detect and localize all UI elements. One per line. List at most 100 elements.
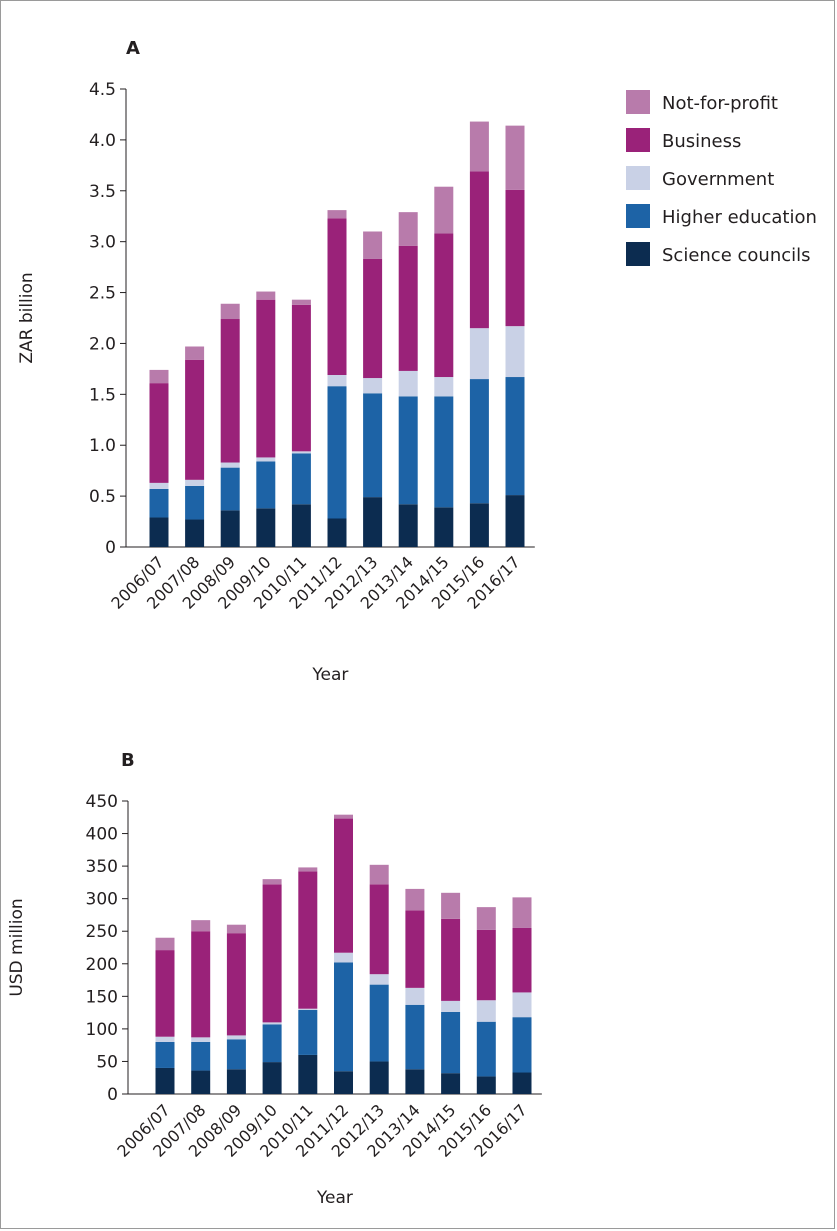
bar-segment-not-for-profit <box>434 186 454 234</box>
legend-swatch <box>626 128 650 152</box>
bar-segment-business <box>155 950 175 1037</box>
legend-swatch <box>626 242 650 266</box>
legend-label: Not-for-profit <box>662 93 778 114</box>
bar-segment-government <box>327 374 347 387</box>
x-axis-title: Year <box>311 665 348 685</box>
y-tick-label: 3.0 <box>89 233 116 253</box>
y-tick-label: 200 <box>86 955 118 975</box>
legend: Not-for-profit Business Government Higher e… <box>626 90 817 266</box>
bar-segment-science-councils <box>441 1073 461 1094</box>
bar-segment-higher-education <box>512 1017 532 1073</box>
bar-segment-science-councils <box>334 1071 353 1094</box>
bar-segment-government <box>476 1000 496 1022</box>
bar-segment-not-for-profit <box>155 937 175 951</box>
bar-segment-higher-education <box>505 377 525 496</box>
legend-label: Higher education <box>662 207 817 228</box>
bar-segment-not-for-profit <box>149 369 169 384</box>
y-tick-label: 250 <box>86 922 118 942</box>
bar-segment-government <box>291 451 311 454</box>
legend-label: Business <box>662 131 741 152</box>
bar-segment-science-councils <box>505 495 525 547</box>
bar-segment-higher-education <box>226 1039 246 1070</box>
bar-segment-business <box>327 218 347 375</box>
bar-segment-business <box>398 245 418 371</box>
bar-segment-government <box>262 1022 282 1025</box>
bar-segment-science-councils <box>369 1061 389 1094</box>
chart-panel-b: B0501001502002503003504004502006/072007/… <box>7 750 542 1208</box>
y-axis-title: ZAR billion <box>17 272 37 363</box>
bar-segment-science-councils <box>434 507 454 547</box>
y-tick-label: 350 <box>86 857 118 877</box>
bar-segment-business <box>441 918 461 1001</box>
bar-segment-higher-education <box>185 485 205 520</box>
x-axis-title: Year <box>316 1188 353 1208</box>
bar-segment-business <box>512 927 532 993</box>
bar-segment-science-councils <box>149 517 169 547</box>
bar-segment-science-councils <box>469 503 489 547</box>
bar-segment-not-for-profit <box>505 125 525 190</box>
bar-segment-science-councils <box>256 508 276 547</box>
bar-segment-government <box>505 326 525 378</box>
bar-segment-higher-education <box>363 393 383 498</box>
bar-segment-business <box>369 884 389 975</box>
bar-segment-business <box>256 299 276 458</box>
bar-segment-government <box>185 479 205 486</box>
bar-segment-business <box>334 818 353 953</box>
bar-segment-higher-education <box>369 984 389 1062</box>
bar-segment-business <box>185 359 205 480</box>
bar-segment-higher-education <box>155 1041 175 1068</box>
y-tick-label: 1.5 <box>89 385 116 405</box>
bar-segment-not-for-profit <box>220 303 240 320</box>
bar-segment-higher-education <box>398 396 418 505</box>
bar-segment-higher-education <box>469 379 489 504</box>
panel-label: A <box>126 38 140 59</box>
bar-segment-science-councils <box>298 1054 318 1094</box>
bar-segment-not-for-profit <box>291 299 311 305</box>
y-tick-label: 100 <box>86 1020 118 1040</box>
bar-segment-science-councils <box>476 1076 496 1094</box>
bar-segment-not-for-profit <box>226 924 246 934</box>
bar-segment-science-councils <box>226 1069 246 1094</box>
bar-segment-business <box>476 929 496 1001</box>
legend-swatch <box>626 90 650 114</box>
chart-panel-a: A00.51.01.52.02.53.03.54.04.52006/072007… <box>17 38 535 685</box>
bar-segment-not-for-profit <box>298 867 318 872</box>
bar-segment-not-for-profit <box>398 212 418 246</box>
bar-segment-business <box>505 189 525 327</box>
bar-segment-not-for-profit <box>476 907 496 930</box>
y-tick-label: 3.5 <box>89 182 116 202</box>
bar-segment-not-for-profit <box>369 864 389 885</box>
bar-segment-government <box>298 1008 318 1011</box>
bar-segment-higher-education <box>434 396 454 508</box>
bar-segment-not-for-profit <box>469 121 489 172</box>
bar-segment-higher-education <box>149 488 169 518</box>
bar-segment-higher-education <box>298 1010 318 1055</box>
bar-segment-science-councils <box>363 497 383 547</box>
bar-segment-higher-education <box>291 453 311 505</box>
y-tick-label: 0 <box>107 1085 118 1105</box>
bar-segment-not-for-profit <box>191 920 211 932</box>
y-tick-label: 2.0 <box>89 334 116 354</box>
y-tick-label: 0.5 <box>89 487 116 507</box>
y-tick-label: 1.0 <box>89 436 116 456</box>
bar-segment-not-for-profit <box>327 210 347 219</box>
bar-segment-not-for-profit <box>262 879 282 885</box>
bar-segment-government <box>434 377 454 397</box>
bar-segment-science-councils <box>155 1067 175 1094</box>
bar-segment-not-for-profit <box>256 291 276 300</box>
legend-label: Science councils <box>662 245 811 266</box>
bar-segment-government <box>363 378 383 394</box>
y-tick-label: 400 <box>86 825 118 845</box>
legend-label: Government <box>662 169 774 190</box>
y-axis-title: USD million <box>7 898 27 996</box>
bar-segment-science-councils <box>191 1070 211 1094</box>
bar-segment-science-councils <box>185 519 205 547</box>
bar-segment-business <box>291 304 311 452</box>
bar-segment-government <box>149 482 169 489</box>
y-tick-label: 50 <box>96 1052 118 1072</box>
bar-segment-not-for-profit <box>185 346 205 360</box>
bar-segment-higher-education <box>262 1024 282 1063</box>
bar-segment-government <box>405 987 425 1005</box>
bar-segment-not-for-profit <box>334 814 353 819</box>
